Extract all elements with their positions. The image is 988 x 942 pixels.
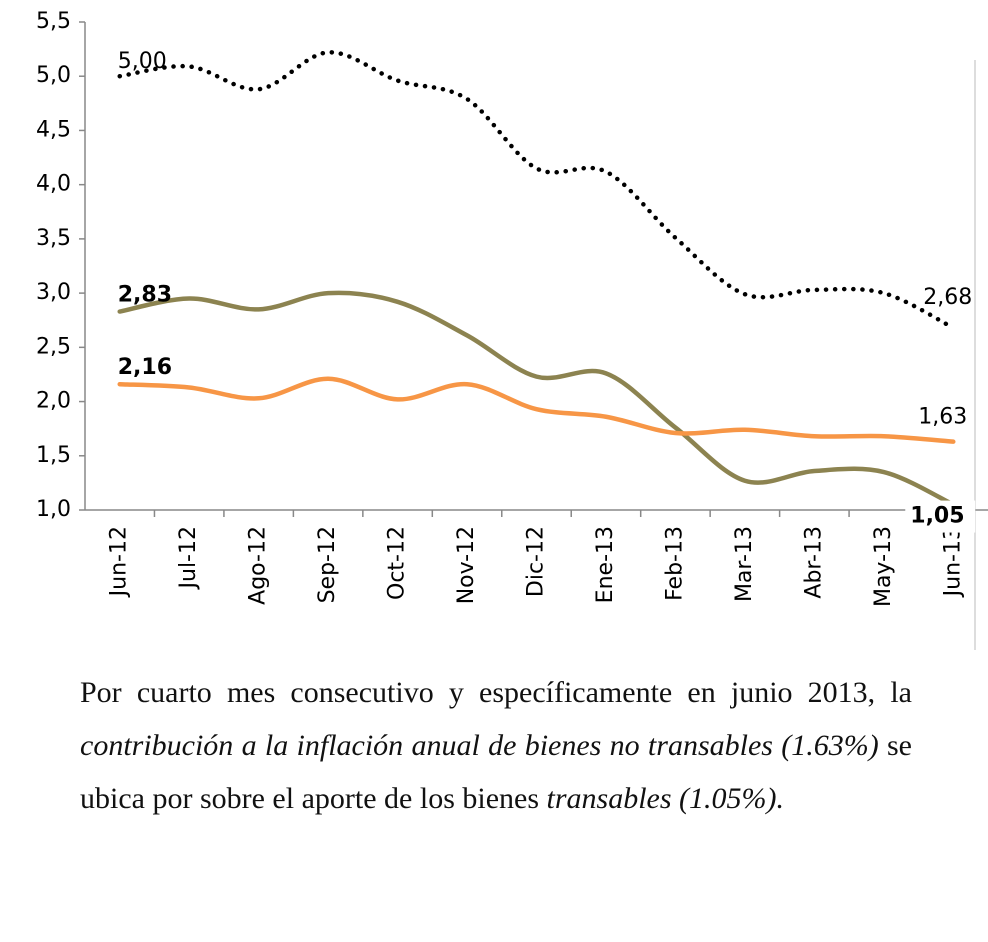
series-line <box>117 290 956 507</box>
x-tick-label: Oct-12 <box>385 526 410 600</box>
x-tick-label: Ene-13 <box>593 526 618 603</box>
x-tick-label: Abr-13 <box>801 526 826 599</box>
series-line <box>117 50 956 331</box>
caption-text: transables (1.05%). <box>546 782 784 815</box>
x-tick-label: Jul-12 <box>176 526 201 590</box>
x-tick-label: Nov-12 <box>454 526 479 604</box>
x-tick-label: Ago-12 <box>246 526 271 605</box>
series-line <box>117 376 956 444</box>
chart: 1,0 1,5 2,0 2,5 3,0 3,5 4,0 4,5 5,0 5,5 Jun-12 Jul-… <box>36 9 988 650</box>
y-tick-label: 4,0 <box>36 172 71 197</box>
data-label: 1,63 <box>918 405 967 430</box>
y-tick-label: 1,5 <box>36 443 71 468</box>
x-tick-label: Mar-13 <box>732 526 757 602</box>
y-tick-label: 5,0 <box>36 63 71 88</box>
y-tick-label: 3,5 <box>36 226 71 251</box>
y-tick-label: 2,5 <box>36 334 71 359</box>
y-tick-label: 3,0 <box>36 280 71 305</box>
y-tick-label: 5,5 <box>36 9 71 34</box>
data-label: 5,00 <box>118 49 167 74</box>
x-tick-label: Dic-12 <box>524 526 549 597</box>
x-tick-label: Feb-13 <box>662 526 687 601</box>
caption-text: contribución a la inflación anual de bie… <box>80 729 879 762</box>
data-label: 1,05 <box>910 504 964 529</box>
data-label: 2,83 <box>118 283 172 308</box>
x-tick-label: May-13 <box>871 526 896 607</box>
caption-text: se ubica por sobre el aporte de los bien… <box>80 729 912 815</box>
y-tick-label: 1,0 <box>36 497 71 522</box>
caption: Por cuarto mes consecutivo y específicam… <box>80 666 912 825</box>
y-tick-label: 4,5 <box>36 117 71 142</box>
data-label: 2,68 <box>923 285 972 310</box>
x-tick-label: Sep-12 <box>315 526 340 603</box>
x-tick-label: Jun-13 <box>940 526 965 598</box>
caption-text: Por cuarto mes consecutivo y específicam… <box>80 676 912 709</box>
x-tick-label: Jun-12 <box>107 526 132 598</box>
y-tick-label: 2,0 <box>36 389 71 414</box>
data-label: 2,16 <box>118 355 172 380</box>
label-bg <box>905 500 976 533</box>
